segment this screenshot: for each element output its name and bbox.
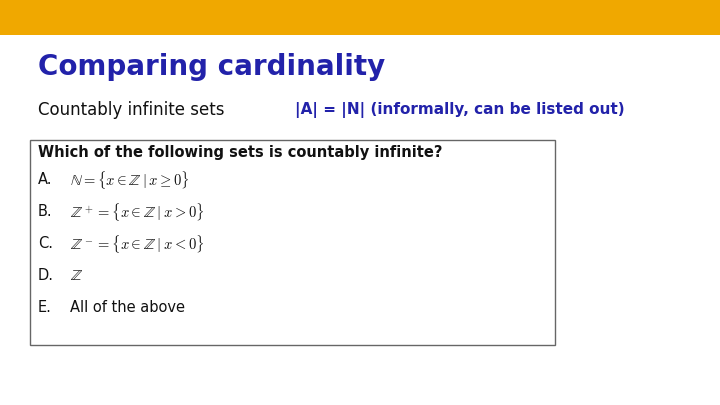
Text: E.: E. <box>38 301 52 315</box>
Text: B.: B. <box>38 205 53 220</box>
Text: $\mathbb{Z}^- = \{x \in \mathbb{Z} \mid x < 0\}$: $\mathbb{Z}^- = \{x \in \mathbb{Z} \mid … <box>70 233 204 255</box>
Text: Which of the following sets is countably infinite?: Which of the following sets is countably… <box>38 145 443 160</box>
Text: Comparing cardinality: Comparing cardinality <box>38 53 385 81</box>
Bar <box>0 0 720 35</box>
Text: D.: D. <box>38 269 54 283</box>
Text: Countably infinite sets: Countably infinite sets <box>38 101 225 119</box>
Text: All of the above: All of the above <box>70 301 185 315</box>
Text: A.: A. <box>38 173 53 188</box>
Bar <box>30 140 555 345</box>
Text: $\mathbb{N} = \{x \in \mathbb{Z} \mid x \geq 0\}$: $\mathbb{N} = \{x \in \mathbb{Z} \mid x … <box>70 169 190 191</box>
Text: C.: C. <box>38 237 53 252</box>
Text: |A| = |N| (informally, can be listed out): |A| = |N| (informally, can be listed out… <box>295 102 625 118</box>
Text: $\mathbb{Z}^+ = \{x \in \mathbb{Z} \mid x > 0\}$: $\mathbb{Z}^+ = \{x \in \mathbb{Z} \mid … <box>70 201 204 223</box>
Text: $\mathbb{Z}$: $\mathbb{Z}$ <box>70 269 83 283</box>
